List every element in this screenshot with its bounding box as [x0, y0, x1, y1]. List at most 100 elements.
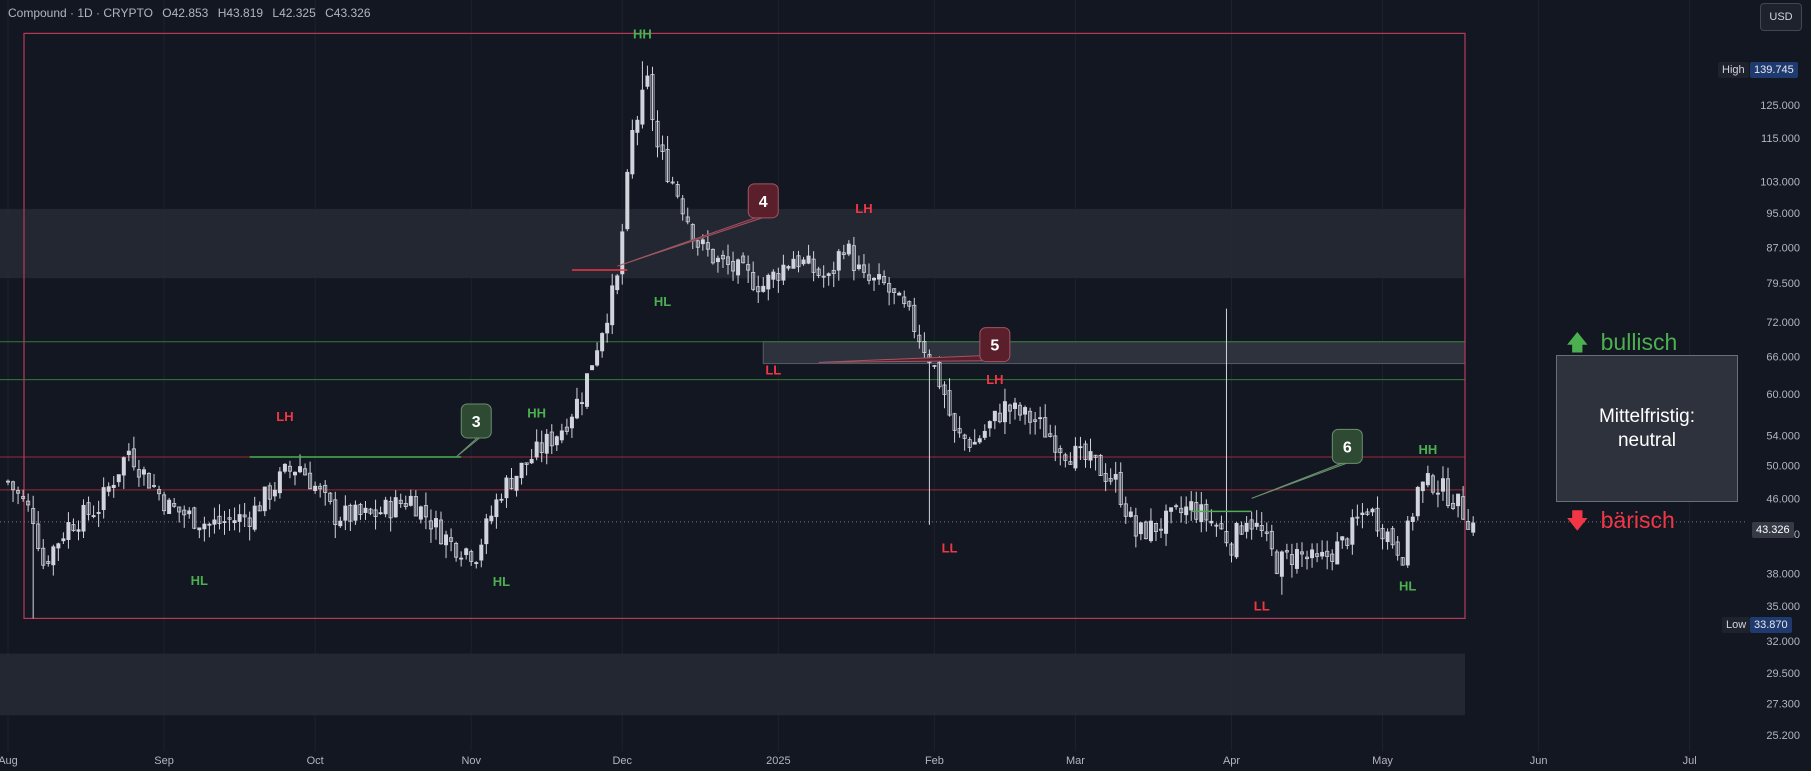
candle-body: [952, 413, 957, 431]
time-tick-label: Oct: [307, 755, 324, 767]
bearish-text: bärisch: [1600, 507, 1675, 533]
candle-body: [383, 499, 388, 515]
candle-body: [831, 269, 836, 274]
candle-body: [650, 73, 655, 121]
swing-label-5: HL: [191, 573, 208, 588]
candle-body: [917, 334, 922, 343]
price-tick-label: 103.000: [1760, 176, 1800, 188]
swing-label-1: HL: [654, 294, 671, 309]
price-tick-label: 125.000: [1760, 100, 1800, 112]
candle-body: [348, 504, 353, 522]
candle-body: [1375, 507, 1380, 532]
candle-body: [1315, 553, 1320, 557]
candle-body: [766, 274, 771, 290]
candle-body: [736, 259, 741, 276]
candle-body: [126, 450, 131, 456]
candle-body: [821, 275, 826, 278]
candle-body: [882, 276, 887, 284]
symbol-header: Compound · 1D · CRYPTO O42.853 H43.819 L…: [8, 6, 377, 20]
candle-body: [111, 484, 116, 488]
candle-body: [202, 523, 207, 530]
resistance-zone: [0, 208, 1465, 279]
candle-body: [51, 546, 56, 566]
candle-body: [1239, 525, 1244, 535]
candle-body: [726, 256, 731, 265]
candle-body: [76, 529, 81, 532]
candle-body: [1164, 510, 1169, 534]
candle-body: [1410, 516, 1415, 523]
candle-body: [428, 520, 433, 530]
candle-body: [217, 515, 222, 524]
candle-body: [1078, 446, 1083, 449]
candle-body: [826, 273, 831, 276]
swing-label-0: HH: [633, 27, 652, 42]
candle-body: [172, 503, 177, 507]
candle-body: [91, 515, 96, 517]
candle-body: [247, 517, 252, 527]
candle-body: [187, 510, 192, 515]
candle-body: [756, 286, 761, 293]
candle-body: [675, 184, 680, 197]
candle-body: [1395, 541, 1400, 556]
candle-body: [715, 257, 720, 263]
candle-body: [267, 485, 272, 500]
time-tick-label: Apr: [1223, 755, 1240, 767]
low-price-value: 33.870: [1750, 617, 1792, 633]
candle-body: [21, 496, 26, 499]
candle-body: [1425, 473, 1430, 486]
candle-body: [746, 264, 751, 271]
swing-label-9: LL: [942, 540, 958, 555]
candle-body: [1360, 512, 1365, 516]
candle-body: [1294, 549, 1299, 569]
candle-body: [308, 472, 313, 490]
candle-body: [1118, 472, 1123, 505]
currency-button[interactable]: USD: [1760, 3, 1802, 31]
candle-body: [1128, 511, 1133, 517]
candle-body: [564, 426, 569, 432]
candle-body: [56, 543, 61, 549]
candle-body: [1058, 448, 1063, 454]
candle-body: [1219, 523, 1224, 530]
price-axis[interactable]: 125.000 115.000 103.000 95.000 87.000 79.500 7…: [1745, 0, 1811, 771]
candle-body: [731, 261, 736, 272]
candle-body: [519, 462, 524, 479]
price-tick-label: 29.500: [1766, 668, 1800, 680]
price-tick-label: 72.000: [1766, 317, 1800, 329]
time-axis[interactable]: Aug Sep Oct Nov Dec 2025 Feb Mar Apr May Jun Jul: [0, 751, 1745, 771]
candle-body: [323, 484, 328, 493]
candle-body: [1103, 473, 1108, 482]
candle-body: [333, 499, 338, 525]
candle-body: [982, 430, 987, 438]
candle-body: [761, 285, 766, 292]
candle-body: [1013, 402, 1018, 409]
candle-body: [1007, 404, 1012, 412]
candle-body: [549, 431, 554, 447]
candle-body: [1179, 507, 1184, 514]
candle-body: [479, 544, 484, 561]
swing-label-6: HH: [527, 405, 546, 420]
candle-body: [590, 365, 595, 371]
candle-body: [791, 258, 796, 269]
candle-body: [902, 296, 907, 305]
support-zone: [0, 653, 1465, 716]
open-value: O42.853: [162, 6, 209, 20]
candle-body: [141, 469, 146, 475]
candle-body: [1299, 551, 1304, 555]
time-tick-label: Mar: [1066, 755, 1085, 767]
candle-body: [720, 254, 725, 260]
high-price-tag: High: [1718, 62, 1749, 78]
candle-body: [16, 490, 21, 494]
candle-body: [786, 266, 791, 269]
candle-body: [6, 480, 11, 483]
candle-body: [499, 498, 504, 501]
candle-body: [1451, 502, 1456, 509]
candle-body: [1435, 492, 1440, 495]
time-tick-label: Dec: [612, 755, 632, 767]
range-frame: [23, 32, 1466, 620]
candle-body: [1043, 417, 1048, 438]
candle-body: [1456, 493, 1461, 507]
candle-body: [1420, 481, 1425, 492]
candle-body: [378, 512, 383, 515]
close-value: C43.326: [325, 6, 371, 20]
